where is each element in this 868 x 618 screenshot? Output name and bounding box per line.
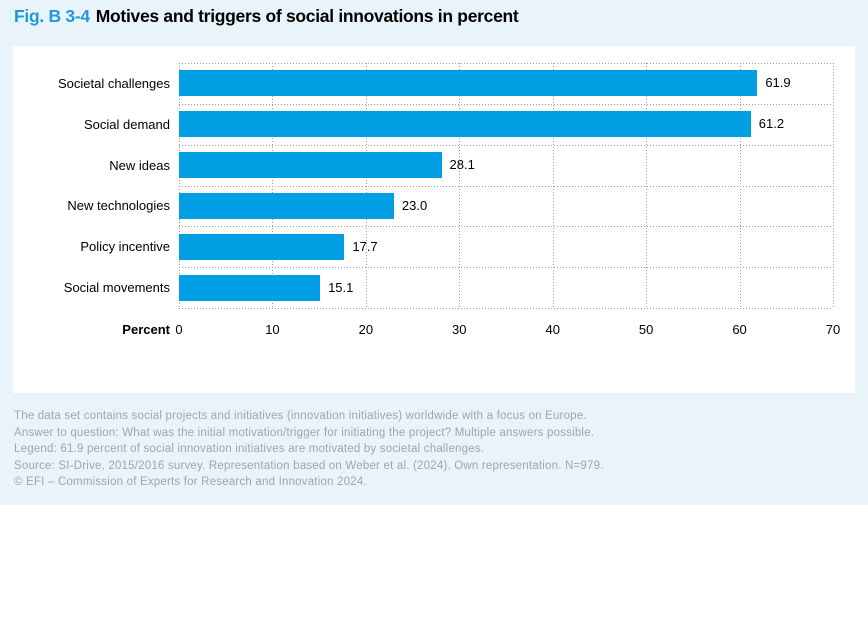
figure-number: Fig. B 3-4 [14,6,90,26]
footnote-line: Answer to question: What was the initial… [14,426,595,439]
horizontal-gridline [179,226,833,227]
footnote-line: © EFI – Commission of Experts for Resear… [14,476,367,489]
bar-value-label: 61.2 [758,116,785,132]
vertical-gridline [272,63,274,308]
horizontal-gridline [179,267,833,268]
bar-new-ideas [179,152,442,179]
footnote-line: Legend: 61.9 percent of social innovatio… [14,443,485,456]
footnote-line: The data set contains social projects an… [14,410,587,422]
bar-policy-incentive [179,233,345,260]
bar-value-label: 61.9 [765,75,791,91]
bar-social-demand [179,111,751,138]
horizontal-gridline [179,63,833,64]
x-tick-label: 0 [175,322,183,337]
horizontal-gridline [179,104,833,105]
x-tick-label: 40 [545,322,560,337]
figure-title: Motives and triggers of social innovatio… [95,6,519,26]
footnote-line: Source: SI-Drive, 2015/2016 survey. Repr… [14,459,604,472]
category-labels: Societal challenges Social demand New idea… [13,63,170,308]
category-label: New ideas [109,157,170,173]
horizontal-gridline [179,145,833,146]
x-tick-label: 50 [638,322,654,337]
chart-card: Societal challenges Social demand New idea… [13,46,855,393]
x-tick-label: 30 [452,322,467,337]
horizontal-gridline [179,186,833,187]
vertical-gridline [459,63,461,308]
category-label: Social demand [84,116,170,132]
footnotes-block: The data set contains social projects an… [14,408,604,491]
x-tick-label: 20 [358,322,374,337]
horizontal-gridline [179,308,833,309]
figure-header: Fig. B 3-4 Motives and triggers of social… [14,6,519,27]
x-axis-ticks: 0 10 20 30 40 50 60 70 [175,322,840,339]
vertical-gridline [365,63,367,308]
x-tick-label: 10 [265,322,280,337]
vertical-gridline [833,63,834,308]
category-label: Social movements [63,280,170,296]
bar-social-movements [179,274,321,301]
bar-value-label: 15.1 [328,279,354,295]
x-tick-label: 60 [732,322,747,337]
vertical-gridline [552,63,554,308]
vertical-gridline [739,63,741,308]
x-axis-caption: Percent [122,322,170,337]
bar-value-label: 17.7 [352,238,378,254]
category-label: New technologies [67,198,170,214]
vertical-gridline [646,63,648,308]
bar-societal-challenges [179,70,758,97]
x-tick-label: 70 [825,322,841,337]
plot-area: 61.9 61.2 28.1 23.0 17.7 15.1 [179,63,834,309]
bar-value-label: 28.1 [449,157,475,173]
category-label: Societal challenges [57,75,170,91]
bar-new-technologies [179,192,394,219]
bar-value-label: 23.0 [401,197,428,213]
category-label: Policy incentive [80,239,170,255]
vertical-gridline [179,63,180,308]
